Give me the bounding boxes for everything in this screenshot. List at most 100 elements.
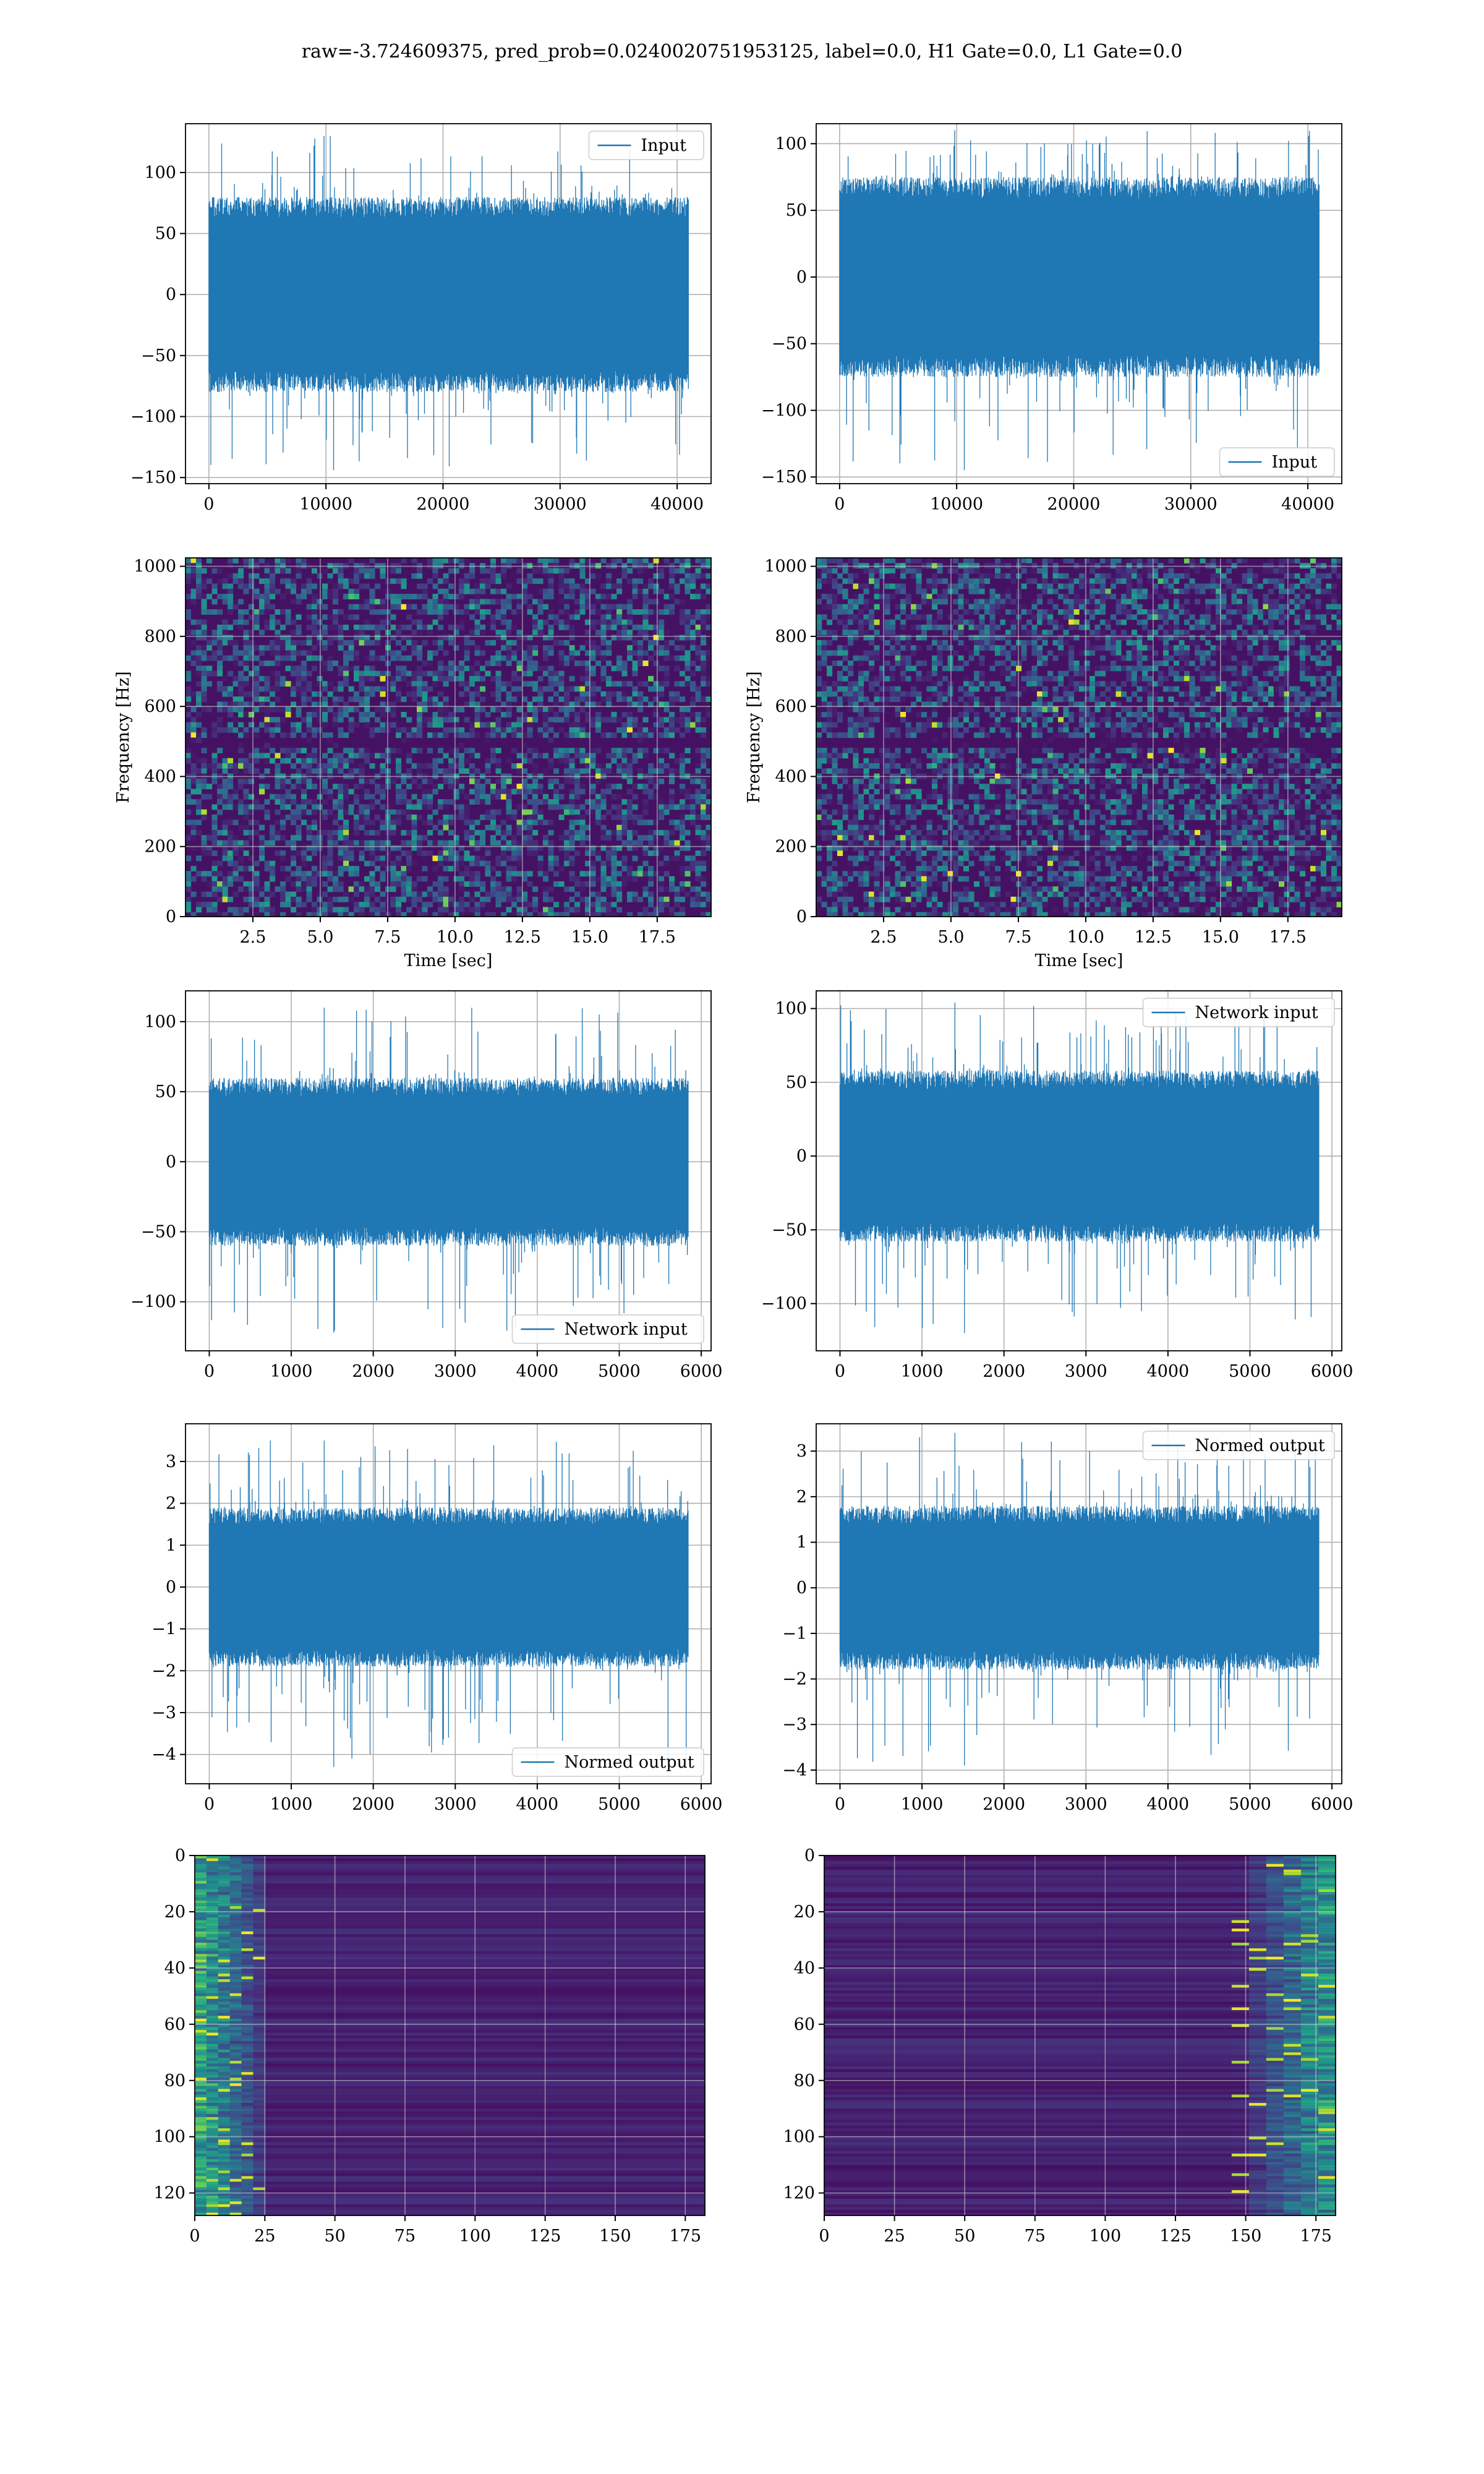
ts-net-right-ytick-label: 50 xyxy=(786,1073,807,1092)
ts-input-left-ytick-label: 50 xyxy=(155,225,176,244)
ts-net-left-xtick-label: 0 xyxy=(204,1362,215,1381)
feat-right-xtick-label: 175 xyxy=(1300,2227,1332,2246)
ts-net-left-ytick-label: 100 xyxy=(144,1012,176,1032)
feat-right-ytick-label: 80 xyxy=(794,2071,815,2091)
feat-left-ytick-label: 20 xyxy=(164,1903,186,1922)
ts-input-right-legend-box xyxy=(1219,447,1335,477)
ts-net-right-legend-box xyxy=(1142,998,1335,1027)
feat-left-ytick-label: 0 xyxy=(175,1846,186,1865)
feat-right-ytick-label: 40 xyxy=(794,1959,815,1978)
spec-right-xtick-label: 12.5 xyxy=(1135,928,1172,947)
feat-left-xtick-label: 175 xyxy=(669,2227,701,2246)
ts-input-left-ytick-label: 100 xyxy=(144,163,176,182)
ts-input-right-ytick-label: −100 xyxy=(761,401,807,420)
ts-norm-right-axes: 0 1000 2000 3000 4000 5000 6000 −4 −3 −2 −1 0 1 2 3 Nor… xyxy=(782,1423,1353,1814)
feat-right-xtick-label: 25 xyxy=(884,2227,905,2246)
ts-net-left-legend-box xyxy=(511,1314,704,1344)
ts-norm-left-ytick-label: 0 xyxy=(166,1578,176,1597)
ts-input-right-xtick-label: 0 xyxy=(834,495,845,514)
ts-norm-left-ytick-label: −3 xyxy=(151,1703,176,1723)
spec-left-ytick-label: 200 xyxy=(144,837,176,857)
ts-net-right-xtick-label: 4000 xyxy=(1147,1362,1190,1381)
ts-input-right-ytick-label: −150 xyxy=(761,468,807,487)
ts-norm-left-ytick-label: 3 xyxy=(166,1452,176,1471)
ts-norm-right-ytick-label: −2 xyxy=(782,1670,807,1689)
ts-norm-left-ytick-label: −4 xyxy=(151,1745,176,1765)
ts-input-left-legend-label: Input xyxy=(641,136,687,155)
spec-right-ytick-label: 200 xyxy=(775,837,807,857)
feat-left-frame xyxy=(194,1855,706,2216)
ts-input-left-ytick-label: −100 xyxy=(130,407,176,426)
ts-net-left-ytick-label: −100 xyxy=(130,1293,176,1312)
ts-norm-right-ytick-label: 2 xyxy=(796,1487,807,1507)
spec-left-xtick-label: 7.5 xyxy=(374,928,401,947)
spec-right-frame xyxy=(816,557,1342,917)
ts-net-right-ytick-label: −50 xyxy=(772,1220,807,1239)
ts-norm-left-xtick-label: 2000 xyxy=(352,1795,394,1814)
ts-net-right-xtick-label: 5000 xyxy=(1229,1362,1271,1381)
feat-right-ytick-label: 60 xyxy=(794,2015,815,2034)
ts-norm-left-signal-trace xyxy=(208,1440,689,1767)
ts-norm-left-xtick-label: 4000 xyxy=(516,1795,559,1814)
ts-norm-right-legend-label: Normed output xyxy=(1195,1436,1325,1455)
spec-left-xtick-label: 15.0 xyxy=(571,928,608,947)
spec-left-xtick-label: 10.0 xyxy=(437,928,474,947)
spec-right-ytick-label: 0 xyxy=(796,907,807,927)
ts-net-left-ytick-label: 50 xyxy=(155,1082,176,1102)
ts-net-right-ytick-label: −100 xyxy=(761,1295,807,1314)
ts-norm-right-xtick-label: 5000 xyxy=(1229,1795,1271,1814)
spec-left-ylabel: Frequency [Hz] xyxy=(114,671,133,803)
ts-net-left-xtick-label: 3000 xyxy=(434,1362,477,1381)
ts-net-left-legend-label: Network input xyxy=(565,1320,688,1339)
spec-right-ytick-label: 600 xyxy=(775,697,807,716)
spec-right-ytick-label: 1000 xyxy=(764,557,807,576)
spec-right-ylabel: Frequency [Hz] xyxy=(744,671,764,803)
feat-left-xtick-label: 150 xyxy=(599,2227,631,2246)
feat-left-xtick-label: 75 xyxy=(394,2227,416,2246)
feat-left-ytick-label: 60 xyxy=(164,2015,186,2034)
ts-norm-left-legend-label: Normed output xyxy=(565,1753,694,1772)
feat-left-axes: 0 25 50 75 100 125 150 175 0 20 40 60 80 100 120 xyxy=(153,1846,706,2246)
ts-input-left-axes: 0 10000 20000 30000 40000 −150 −100 −50 0 50 100 In… xyxy=(130,123,712,514)
ts-net-left-ytick-label: 0 xyxy=(166,1152,176,1171)
ts-input-left-xtick-label: 10000 xyxy=(299,495,352,514)
ts-net-left-frame xyxy=(185,990,712,1351)
spec-left-xtick-label: 2.5 xyxy=(239,928,266,947)
ts-norm-left-xtick-label: 3000 xyxy=(434,1795,477,1814)
ts-norm-left-legend: Normed output xyxy=(511,1747,704,1777)
spec-left-xtick-label: 5.0 xyxy=(307,928,333,947)
ts-input-left-xtick-label: 20000 xyxy=(417,495,470,514)
spec-right-heatmap xyxy=(816,558,1342,917)
spec-right-axes: 2.5 5.0 7.5 10.0 12.5 15.0 17.5 0 200 400 600 800 10… xyxy=(744,557,1342,970)
ts-norm-right-xtick-label: 0 xyxy=(835,1795,845,1814)
ts-net-left-xtick-label: 2000 xyxy=(352,1362,394,1381)
ts-input-right-legend: Input xyxy=(1219,447,1335,477)
ts-net-right-legend-label: Network input xyxy=(1195,1003,1318,1022)
ts-net-right-xtick-label: 3000 xyxy=(1065,1362,1107,1381)
ts-norm-right-xtick-label: 2000 xyxy=(983,1795,1025,1814)
spec-left-ytick-label: 1000 xyxy=(134,557,176,576)
ts-input-left-xtick-label: 30000 xyxy=(534,495,587,514)
feat-right-ytick-label: 20 xyxy=(794,1903,815,1922)
feat-right-xtick-label: 150 xyxy=(1230,2227,1262,2246)
spec-left-grid xyxy=(186,558,711,917)
ts-norm-right-ytick-label: 3 xyxy=(796,1442,807,1461)
ts-input-right-signal-trace xyxy=(839,130,1320,471)
feat-right-ytick-label: 100 xyxy=(783,2128,815,2147)
ts-input-right-axes: 0 10000 20000 30000 40000 −150 −100 −50 0 50 100 In… xyxy=(761,123,1342,514)
ts-norm-right-legend: Normed output xyxy=(1142,1431,1335,1460)
spec-left-frame xyxy=(185,557,712,917)
ts-net-right-xtick-label: 0 xyxy=(835,1362,845,1381)
feat-right-axes: 0 25 50 75 100 125 150 175 0 20 40 60 80 100 120 xyxy=(783,1846,1336,2246)
figure-title: raw=-3.724609375, pred_prob=0.0240020751… xyxy=(301,41,1183,62)
feat-right-frame xyxy=(824,1855,1336,2216)
feat-left-ytick-label: 80 xyxy=(164,2071,186,2091)
ts-norm-right-ytick-label: −4 xyxy=(782,1761,807,1780)
ts-norm-right-xtick-label: 3000 xyxy=(1065,1795,1107,1814)
ts-norm-left-xtick-label: 0 xyxy=(204,1795,215,1814)
feat-right-xtick-label: 50 xyxy=(954,2227,975,2246)
ts-norm-right-xtick-label: 1000 xyxy=(901,1795,944,1814)
spec-left-ytick-label: 800 xyxy=(144,627,176,646)
ts-net-right-xtick-label: 6000 xyxy=(1311,1362,1354,1381)
